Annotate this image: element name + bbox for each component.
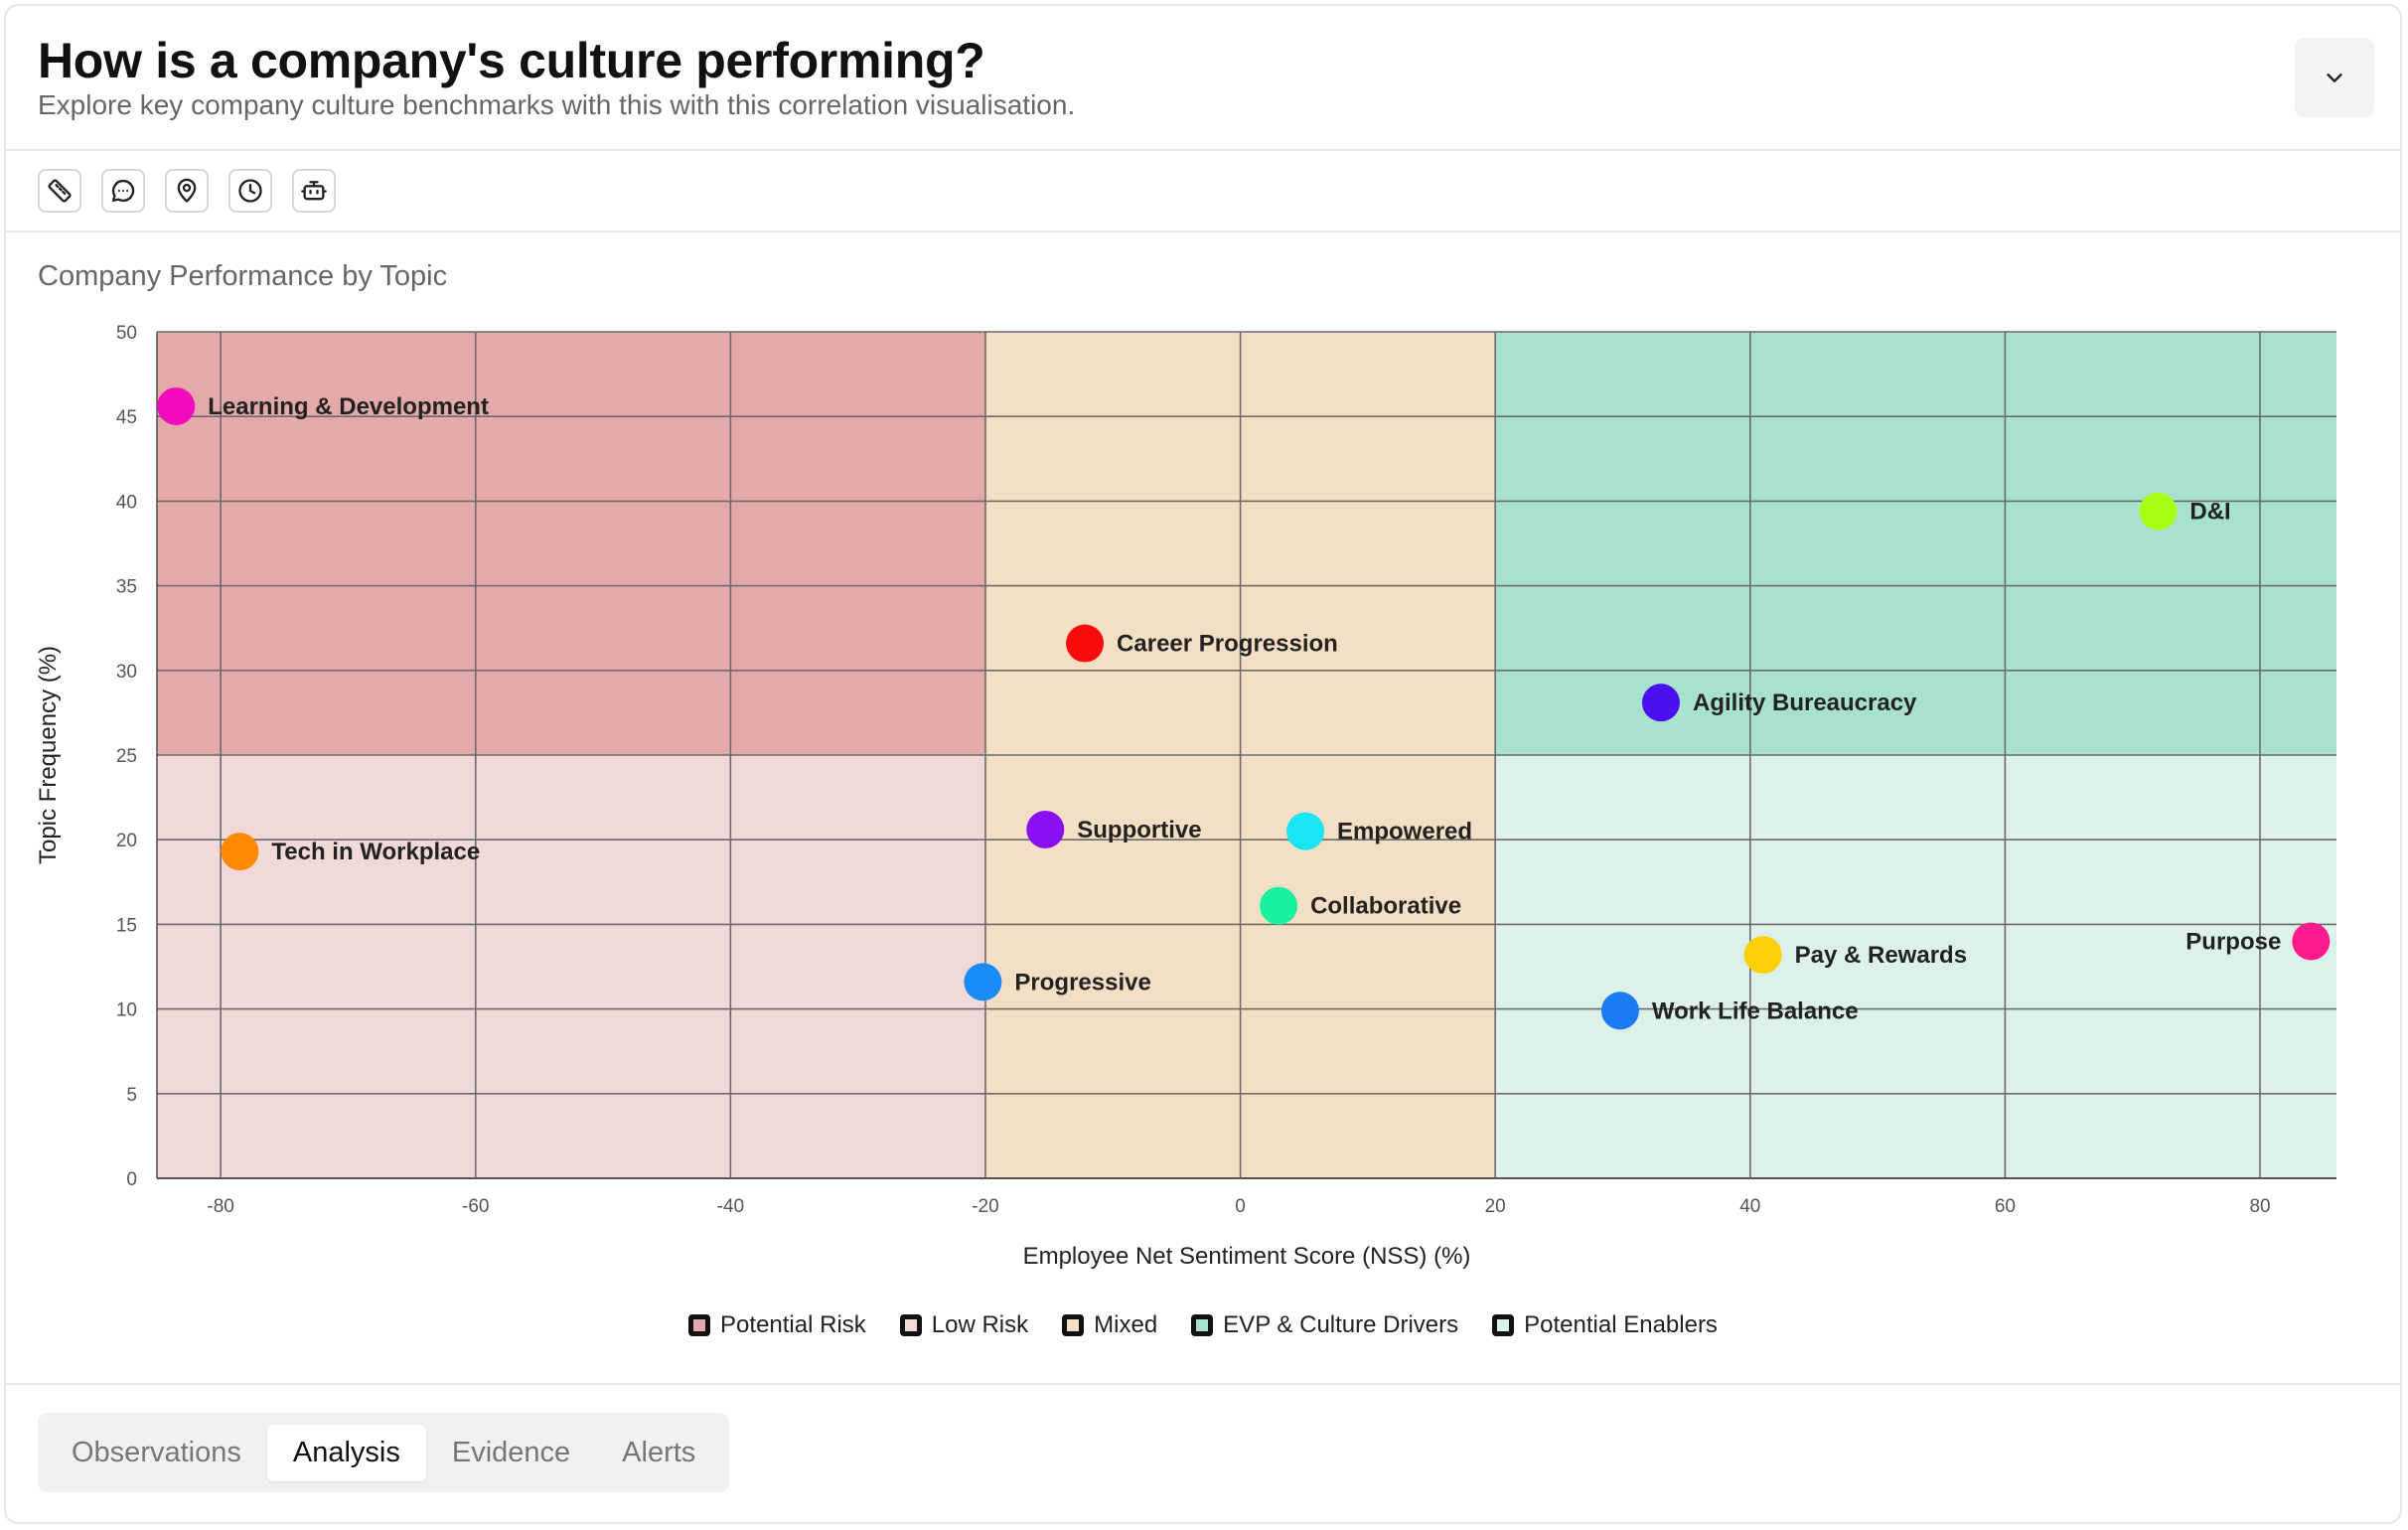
assistant-button[interactable] <box>292 169 336 213</box>
legend-label: Low Risk <box>931 1311 1029 1338</box>
comments-button[interactable] <box>101 169 145 213</box>
clock-icon <box>238 179 262 203</box>
point-pay-and-rewards[interactable] <box>1743 936 1782 975</box>
x-tick-label: -80 <box>207 1196 233 1217</box>
y-tick-label: 5 <box>126 1085 137 1106</box>
point-label: Progressive <box>1014 969 1150 995</box>
chevron-down-icon <box>2327 74 2342 82</box>
y-tick-label: 0 <box>126 1169 137 1190</box>
point-dandi[interactable] <box>2139 492 2178 531</box>
point-label: Career Progression <box>1117 631 1338 658</box>
history-button[interactable] <box>228 169 272 213</box>
point-supportive[interactable] <box>1026 810 1065 848</box>
point-learning-and-development[interactable] <box>157 386 196 425</box>
legend-item-low-risk[interactable]: Low Risk <box>899 1311 1029 1339</box>
x-tick-label: 60 <box>1995 1196 2016 1217</box>
collapse-button[interactable] <box>2295 38 2374 117</box>
region-potential-enablers <box>1495 755 2336 1178</box>
tab-observations[interactable]: Observations <box>72 1436 241 1468</box>
point-label: Agility Bureaucracy <box>1693 689 1917 716</box>
x-tick-label: 40 <box>1739 1196 1760 1217</box>
location-pin-icon <box>177 178 197 203</box>
legend-swatch <box>1062 1314 1085 1336</box>
tab-analysis[interactable]: Analysis <box>266 1424 426 1481</box>
point-label: Purpose <box>2185 928 2281 955</box>
point-label: Pay & Rewards <box>1795 942 1967 969</box>
y-tick-label: 25 <box>116 746 137 767</box>
legend-swatch <box>1492 1314 1515 1336</box>
point-collaborative[interactable] <box>1260 886 1298 925</box>
x-tick-label: 20 <box>1485 1196 1506 1217</box>
legend-item-mixed[interactable]: Mixed <box>1062 1311 1157 1339</box>
chart-card: How is a company's culture performing? E… <box>4 4 2402 1524</box>
x-tick-label: 80 <box>2249 1196 2270 1217</box>
robot-icon <box>301 181 327 201</box>
toolbar <box>6 151 2400 232</box>
point-label: D&I <box>2189 499 2230 526</box>
point-work-life-balance[interactable] <box>1600 992 1639 1030</box>
point-label: Work Life Balance <box>1652 997 1859 1024</box>
point-career-progression[interactable] <box>1066 624 1105 663</box>
chart-title: Company Performance by Topic <box>38 260 448 292</box>
card-header: How is a company's culture performing? E… <box>6 6 2400 151</box>
x-tick-label: -60 <box>462 1196 489 1217</box>
legend-swatch <box>1191 1314 1214 1336</box>
page-title: How is a company's culture performing? <box>38 33 985 88</box>
x-tick-label: -40 <box>717 1196 744 1217</box>
chat-icon <box>111 179 135 203</box>
y-tick-label: 50 <box>116 323 137 344</box>
region-potential-risk <box>157 332 985 755</box>
tab-bar: Observations Analysis Evidence Alerts <box>38 1413 730 1492</box>
legend-label: EVP & Culture Drivers <box>1223 1311 1459 1338</box>
tab-alerts[interactable]: Alerts <box>622 1436 696 1468</box>
point-label: Tech in Workplace <box>271 839 480 865</box>
x-tick-label: -20 <box>972 1196 998 1217</box>
region-low-risk <box>157 755 985 1178</box>
y-axis-label: Topic Frequency (%) <box>35 646 62 864</box>
scatter-chart: -80 -60 -40 -20 0 20 40 60 80 0 5 10 15 20 25 30 35 40 45 5… <box>35 323 2336 1270</box>
legend-swatch <box>688 1314 711 1336</box>
location-button[interactable] <box>165 169 209 213</box>
region-evp-and-culture-drivers <box>1495 332 2336 755</box>
legend-label: Mixed <box>1094 1311 1158 1338</box>
y-tick-label: 10 <box>116 1000 137 1021</box>
ruler-button[interactable] <box>38 169 81 213</box>
legend-item-evp-and-culture-drivers[interactable]: EVP & Culture Drivers <box>1191 1311 1458 1339</box>
chart-legend: Potential Risk Low Risk Mixed EVP & Culture… <box>6 1311 2400 1339</box>
footer-divider <box>6 1383 2400 1385</box>
point-label: Learning & Development <box>208 393 489 420</box>
legend-item-potential-risk[interactable]: Potential Risk <box>688 1311 866 1339</box>
y-tick-label: 30 <box>116 662 137 683</box>
point-tech-in-workplace[interactable] <box>221 833 259 871</box>
page-subtitle: Explore key company culture benchmarks w… <box>38 89 1076 120</box>
y-tick-label: 40 <box>116 492 137 513</box>
y-tick-label: 35 <box>116 577 137 598</box>
y-tick-label: 20 <box>116 831 137 851</box>
y-tick-label: 45 <box>116 407 137 428</box>
point-progressive[interactable] <box>964 963 1002 1001</box>
x-axis-label: Employee Net Sentiment Score (NSS) (%) <box>1023 1243 1471 1270</box>
point-label: Empowered <box>1337 819 1472 845</box>
legend-swatch <box>899 1314 922 1336</box>
point-empowered[interactable] <box>1286 812 1325 850</box>
point-label: Collaborative <box>1310 893 1461 920</box>
y-tick-label: 15 <box>116 915 137 936</box>
point-agility-bureaucracy[interactable] <box>1641 684 1680 722</box>
legend-label: Potential Enablers <box>1524 1311 1718 1338</box>
point-label: Supportive <box>1077 817 1201 843</box>
point-purpose[interactable] <box>2292 922 2331 961</box>
tab-evidence[interactable]: Evidence <box>451 1436 571 1468</box>
x-tick-label: 0 <box>1235 1196 1246 1217</box>
ruler-icon <box>48 179 72 203</box>
legend-item-potential-enablers[interactable]: Potential Enablers <box>1492 1311 1718 1339</box>
legend-label: Potential Risk <box>720 1311 866 1338</box>
